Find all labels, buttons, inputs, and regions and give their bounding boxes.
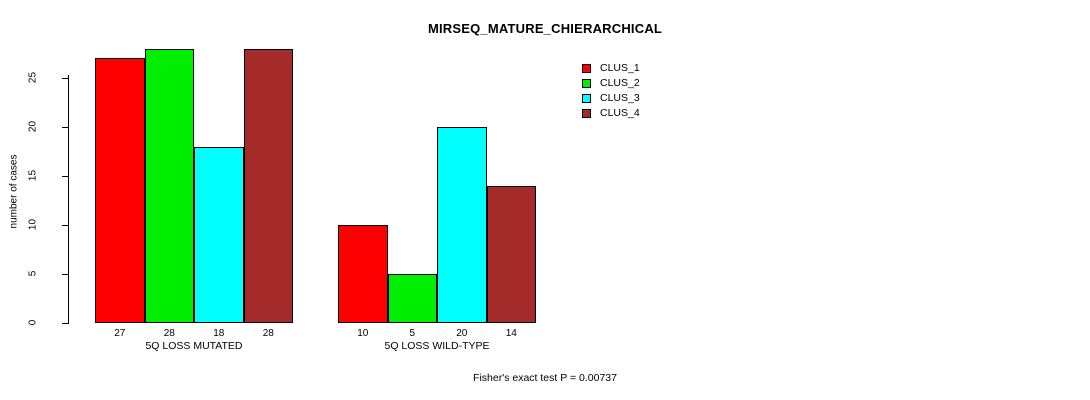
y-tick-15 (62, 175, 68, 177)
bar-clus_4-group-0 (243, 48, 293, 323)
legend-item-clus-2: CLUS_2 (582, 76, 640, 91)
y-tick-20 (62, 126, 68, 128)
footnote-pvalue: Fisher's exact test P = 0.00737 (473, 372, 617, 384)
bar-value-label-clus_2-group-0: 28 (163, 328, 175, 339)
y-tick-label-20: 20 (27, 120, 39, 132)
y-axis-line (68, 75, 69, 324)
y-tick-label-25: 25 (27, 71, 39, 83)
group-label-1: 5Q LOSS WILD-TYPE (384, 340, 490, 352)
legend-label-clus-1: CLUS_1 (600, 62, 640, 74)
legend-swatch-clus-2 (582, 79, 591, 88)
bar-clus_4-group-1 (486, 185, 536, 323)
bar-value-label-clus_4-group-1: 14 (505, 328, 517, 339)
legend-swatch-clus-4 (582, 109, 591, 118)
bar-value-label-clus_2-group-1: 5 (409, 328, 416, 339)
bar-value-label-clus_4-group-0: 28 (262, 328, 274, 339)
legend-label-clus-3: CLUS_3 (600, 92, 640, 104)
bar-clus_1-group-0 (95, 58, 145, 323)
y-tick-label-5: 5 (27, 270, 39, 277)
y-tick-25 (62, 77, 68, 79)
legend-item-clus-4: CLUS_4 (582, 106, 640, 121)
legend-swatch-clus-1 (582, 64, 591, 73)
legend: CLUS_1 CLUS_2 CLUS_3 CLUS_4 (582, 61, 640, 121)
group-label-0: 5Q LOSS MUTATED (145, 340, 243, 352)
legend-label-clus-4: CLUS_4 (600, 107, 640, 119)
y-axis-title: number of cases (8, 154, 20, 229)
bar-clus_3-group-0 (194, 146, 244, 323)
y-tick-label-15: 15 (27, 169, 39, 181)
legend-item-clus-1: CLUS_1 (582, 61, 640, 76)
y-tick-label-10: 10 (27, 218, 39, 231)
bar-clus_2-group-0 (144, 48, 194, 323)
bar-clus_1-group-1 (338, 224, 388, 323)
bar-value-label-clus_1-group-1: 10 (357, 328, 369, 339)
legend-item-clus-3: CLUS_3 (582, 91, 640, 106)
bar-clus_2-group-1 (387, 273, 437, 323)
y-tick-0 (62, 323, 68, 324)
bar-value-label-clus_3-group-0: 18 (213, 328, 225, 339)
legend-swatch-clus-3 (582, 94, 591, 103)
chart-title: MIRSEQ_MATURE_CHIERARCHICAL (427, 21, 663, 36)
y-tick-10 (62, 224, 68, 226)
bar-clus_3-group-1 (437, 126, 487, 323)
bar-value-label-clus_3-group-1: 20 (456, 328, 468, 339)
legend-label-clus-2: CLUS_2 (600, 77, 640, 89)
bar-value-label-clus_1-group-0: 27 (114, 328, 126, 339)
y-tick-label-0: 0 (27, 319, 39, 326)
y-tick-5 (62, 273, 68, 275)
